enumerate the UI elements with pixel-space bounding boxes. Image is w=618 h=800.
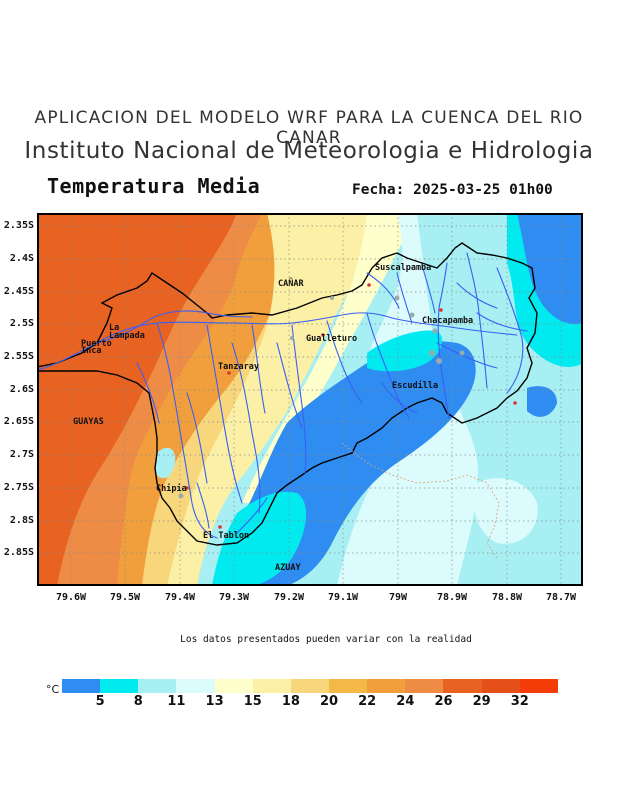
place-escudilla: Escudilla xyxy=(392,380,438,391)
place-gualleturo: Gualleturo xyxy=(306,334,357,344)
temperature-field xyxy=(37,213,583,586)
lon-label: 78.7W xyxy=(545,592,577,603)
legend-label: 8 xyxy=(133,694,143,709)
lat-label: 2.5S xyxy=(9,318,34,329)
legend-swatch xyxy=(443,679,482,693)
legend-swatch xyxy=(328,679,368,693)
legend-label: 32 xyxy=(510,694,529,709)
legend-label: 20 xyxy=(320,694,339,709)
legend-swatch xyxy=(176,679,215,693)
lon-label: 78.9W xyxy=(436,592,468,603)
lon-label: 79.6W xyxy=(55,592,87,603)
lat-label: 2.55S xyxy=(3,351,34,362)
lat-label: 2.6S xyxy=(9,384,34,395)
place-names: CAÑAR Suscalpamba Chacapamba Gualleturo … xyxy=(73,263,473,573)
lat-label: 2.8S xyxy=(9,515,34,526)
place-canar: CAÑAR xyxy=(278,278,304,289)
lat-label: 2.35S xyxy=(3,220,34,231)
lat-label: 2.65S xyxy=(3,416,34,427)
map-grid xyxy=(37,213,583,586)
river-network xyxy=(37,252,528,539)
disclaimer-note: Los datos presentados pueden variar con … xyxy=(180,634,472,645)
legend-swatch xyxy=(252,679,291,693)
lon-label: 79.5W xyxy=(109,592,141,603)
legend-label: 26 xyxy=(434,694,453,709)
legend-swatch xyxy=(138,679,177,693)
lon-label: 79.3W xyxy=(218,592,250,603)
legend-swatch xyxy=(519,679,558,693)
place-azuay: AZUAY xyxy=(275,563,301,573)
title-line-2: Instituto Nacional de Meteorologia e Hid… xyxy=(24,138,594,164)
variable-title: Temperatura Media xyxy=(47,174,261,198)
legend-swatch xyxy=(214,679,253,693)
lon-label: 79W xyxy=(388,592,408,603)
place-puerto: Puerto xyxy=(81,339,112,349)
legend-label: 13 xyxy=(205,694,224,709)
title-line-1: APLICACION DEL MODELO WRF PARA LA CUENCA… xyxy=(34,108,584,148)
legend-label: 5 xyxy=(95,694,105,709)
place-guayas: GUAYAS xyxy=(73,417,104,427)
lat-label: 2.85S xyxy=(3,547,34,558)
place-chacapamba: Chacapamba xyxy=(422,316,473,326)
legend-label: 24 xyxy=(396,694,415,709)
place-la: La xyxy=(109,323,119,333)
lon-label: 79.4W xyxy=(164,592,196,603)
legend-label: 29 xyxy=(472,694,491,709)
map-border xyxy=(37,213,583,586)
basin-outline xyxy=(37,242,538,546)
legend-swatch xyxy=(290,679,329,693)
place-el-tablon: El Tablon xyxy=(203,531,249,541)
legend-label: 22 xyxy=(358,694,377,709)
temperature-map: CAÑAR Suscalpamba Chacapamba Gualleturo … xyxy=(37,213,583,586)
place-inca: Inca xyxy=(81,346,101,356)
color-legend xyxy=(62,679,558,693)
legend-label: 15 xyxy=(243,694,262,709)
legend-swatch xyxy=(100,679,139,693)
legend-swatch xyxy=(367,679,406,693)
date-title: Fecha: 2025-03-25 01h00 xyxy=(352,182,553,198)
place-suscalpamba: Suscalpamba xyxy=(375,263,431,273)
legend-swatch xyxy=(405,679,444,693)
lon-label: 78.8W xyxy=(491,592,523,603)
lat-label: 2.45S xyxy=(3,286,34,297)
place-lampada: Lampada xyxy=(109,331,145,341)
legend-unit: °C xyxy=(46,683,60,696)
lon-label: 79.2W xyxy=(273,592,305,603)
settlement-markers xyxy=(178,283,517,529)
lon-label: 79.1W xyxy=(327,592,359,603)
legend-swatch xyxy=(481,679,520,693)
province-boundary xyxy=(341,442,500,559)
place-chipia: Chipia xyxy=(156,483,187,494)
lat-label: 2.7S xyxy=(9,449,34,460)
legend-swatch xyxy=(62,679,101,693)
legend-label: 11 xyxy=(167,694,186,709)
lat-label: 2.4S xyxy=(9,253,34,264)
place-tanzaray: Tanzaray xyxy=(218,362,259,372)
legend-label: 18 xyxy=(281,694,300,709)
lat-label: 2.75S xyxy=(3,482,34,493)
